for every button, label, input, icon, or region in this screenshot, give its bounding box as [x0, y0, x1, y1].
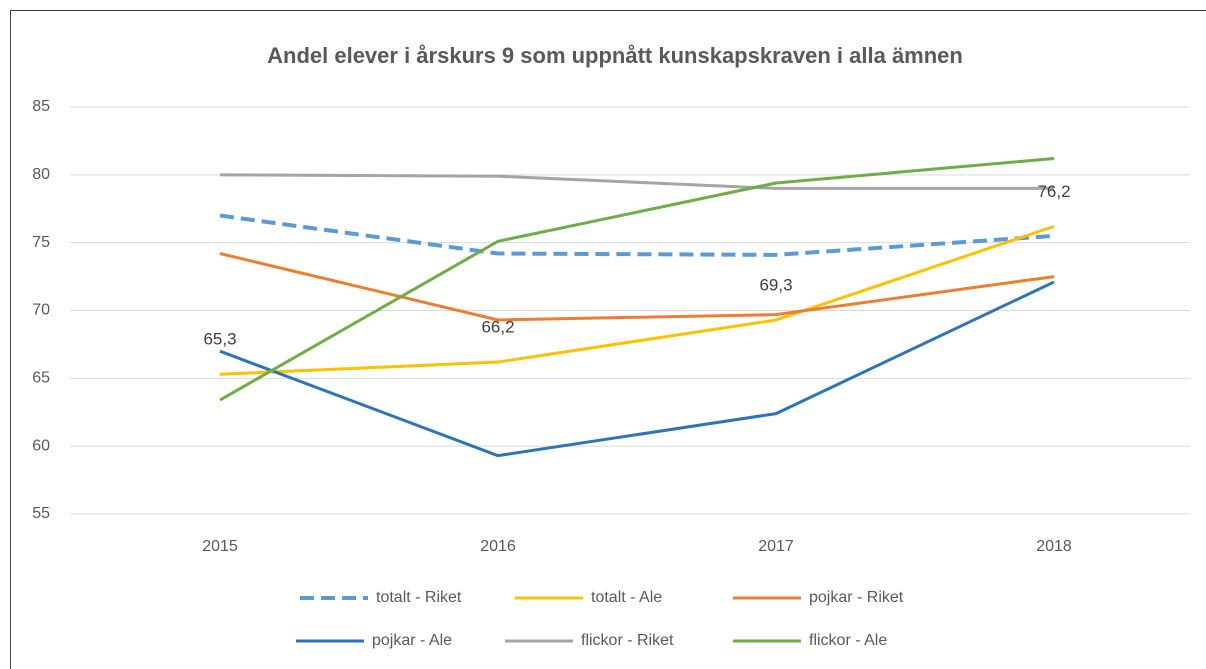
series-line [219, 252, 1055, 322]
y-tick-label: 55 [32, 505, 50, 522]
legend-label: pojkar - Ale [372, 632, 452, 649]
data-label: 66,2 [481, 318, 514, 337]
series-line [219, 280, 1055, 458]
y-tick-label: 75 [32, 234, 50, 251]
chart-frame [10, 10, 1206, 669]
data-label: 65,3 [203, 330, 236, 349]
series-line [219, 213, 1055, 257]
y-tick-label: 80 [32, 166, 50, 183]
legend-label: pojkar - Riket [809, 589, 904, 606]
legend-label: flickor - Ale [809, 632, 887, 649]
x-tick-label: 2017 [758, 538, 794, 555]
x-tick-label: 2016 [480, 538, 516, 555]
y-tick-label: 60 [32, 437, 50, 454]
legend-label: totalt - Riket [376, 589, 462, 606]
y-tick-label: 85 [32, 98, 50, 115]
series-line [219, 173, 1054, 190]
legend-label: totalt - Ale [591, 589, 662, 606]
series-line [219, 157, 1055, 402]
data-label: 69,3 [759, 275, 792, 294]
y-tick-label: 65 [32, 370, 50, 387]
series-line [219, 224, 1055, 376]
chart-title: Andel elever i årskurs 9 som uppnått kun… [267, 43, 963, 68]
x-tick-label: 2018 [1036, 538, 1072, 555]
data-label: 76,2 [1037, 182, 1070, 201]
y-tick-label: 70 [32, 302, 50, 319]
legend-label: flickor - Riket [581, 632, 674, 649]
x-tick-label: 2015 [202, 538, 238, 555]
